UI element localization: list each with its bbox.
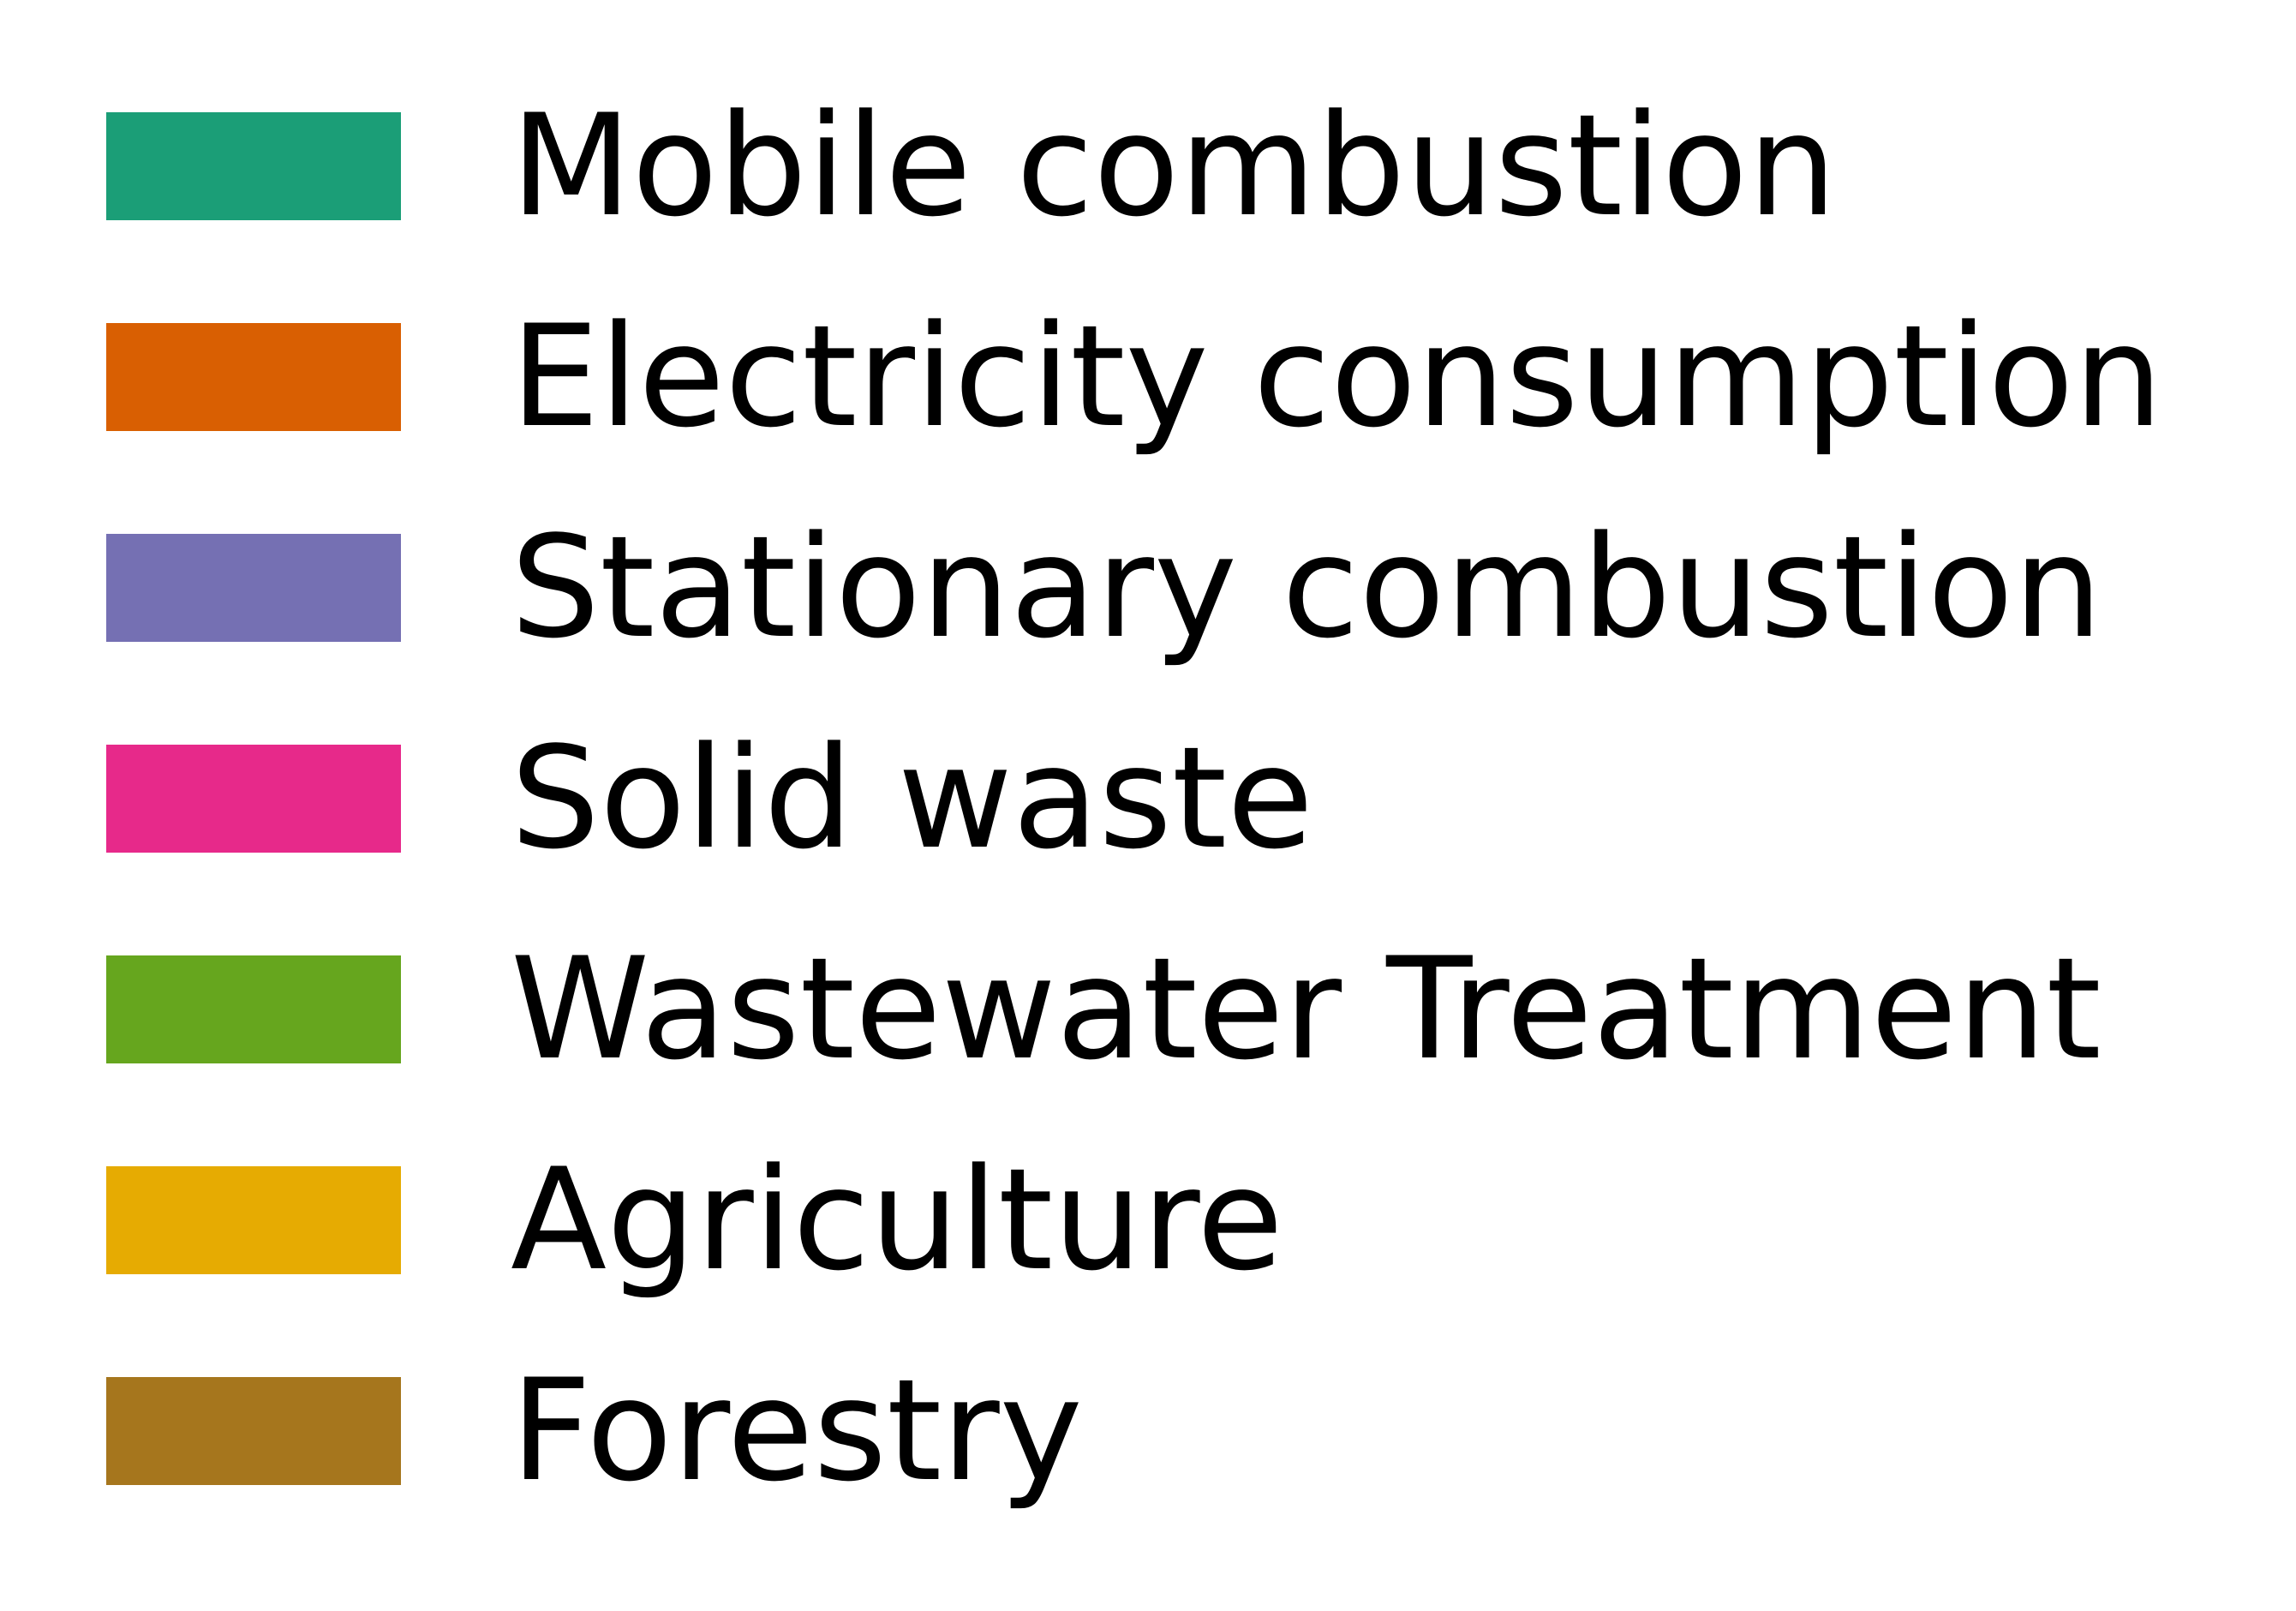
- legend-item-solid-waste: Solid waste: [0, 728, 2296, 955]
- legend-swatch-stationary-combustion: [106, 534, 401, 642]
- legend-label-mobile-combustion: Mobile combustion: [511, 84, 1837, 248]
- legend-item-wastewater-treatment: Wastewater Treatment: [0, 939, 2296, 1166]
- legend-item-stationary-combustion: Stationary combustion: [0, 518, 2296, 745]
- legend-label-forestry: Forestry: [511, 1349, 1083, 1512]
- legend-item-forestry: Forestry: [0, 1361, 2296, 1588]
- legend-swatch-agriculture: [106, 1166, 401, 1274]
- legend-swatch-wastewater-treatment: [106, 955, 401, 1063]
- legend-label-stationary-combustion: Stationary combustion: [511, 506, 2103, 669]
- legend-label-electricity-consumption: Electricity consumption: [511, 295, 2163, 458]
- legend-label-solid-waste: Solid waste: [511, 716, 1314, 880]
- legend-swatch-forestry: [106, 1377, 401, 1485]
- legend-swatch-mobile-combustion: [106, 112, 401, 220]
- legend-swatch-solid-waste: [106, 745, 401, 853]
- legend-item-agriculture: Agriculture: [0, 1150, 2296, 1377]
- legend-swatch-electricity-consumption: [106, 323, 401, 431]
- legend-label-agriculture: Agriculture: [511, 1138, 1283, 1302]
- legend-label-wastewater-treatment: Wastewater Treatment: [511, 927, 2102, 1091]
- legend-item-electricity-consumption: Electricity consumption: [0, 307, 2296, 534]
- legend-item-mobile-combustion: Mobile combustion: [0, 96, 2296, 323]
